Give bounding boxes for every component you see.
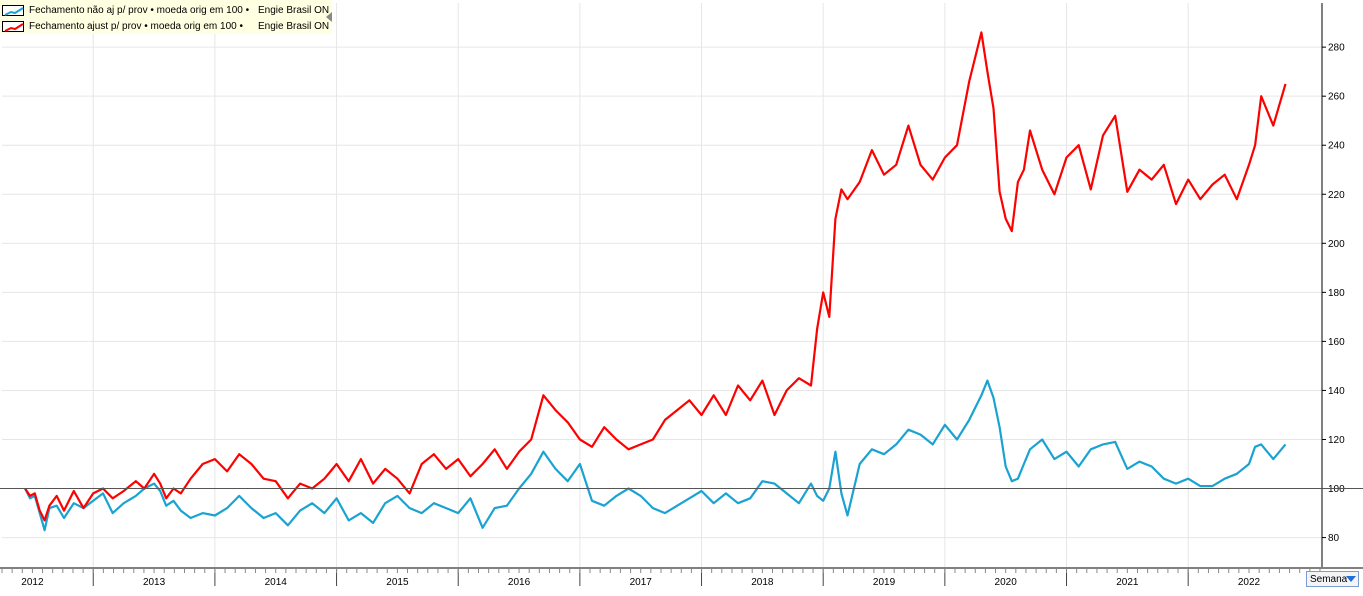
x-tick-label: 2013 bbox=[143, 577, 166, 588]
red-line-chart-icon bbox=[2, 21, 24, 32]
y-tick-label: 240 bbox=[1328, 141, 1345, 152]
y-tick-label: 280 bbox=[1328, 43, 1345, 54]
legend-entry-adjusted[interactable]: Fechamento ajust p/ prov • moeda orig em… bbox=[2, 19, 332, 34]
legend-series-mode: ajust p/ prov • moeda orig em 100 • bbox=[87, 21, 243, 32]
y-tick-label: 160 bbox=[1328, 337, 1345, 348]
x-tick-label: 2022 bbox=[1238, 577, 1261, 588]
x-tick-label: 2020 bbox=[995, 577, 1018, 588]
y-tick-label: 220 bbox=[1328, 190, 1345, 201]
y-tick-label: 260 bbox=[1328, 92, 1345, 103]
chevron-down-icon bbox=[1346, 576, 1356, 582]
axes: 80 100 120 140 160 180 200 220 240 260 280 2012 2013… bbox=[0, 3, 1363, 588]
legend-series-name: Fechamento bbox=[29, 21, 85, 32]
x-tick-label: 2018 bbox=[751, 577, 774, 588]
legend-entry-unadjusted[interactable]: Fechamento não aj p/ prov • moeda orig e… bbox=[2, 3, 332, 18]
x-tick-label: 2015 bbox=[386, 577, 409, 588]
x-tick-label: 2017 bbox=[630, 577, 653, 588]
legend-series-mode: não aj p/ prov • moeda orig em 100 • bbox=[87, 5, 250, 16]
series-layer bbox=[24, 31, 1287, 532]
x-tick-label: 2012 bbox=[21, 577, 44, 588]
y-tick-label: 180 bbox=[1328, 288, 1345, 299]
period-select[interactable]: Semana bbox=[1306, 571, 1359, 587]
grid-lines bbox=[2, 3, 1322, 567]
y-tick-label: 200 bbox=[1328, 239, 1345, 250]
series-line-unadjusted bbox=[24, 379, 1287, 532]
y-tick-label: 120 bbox=[1328, 435, 1345, 446]
blue-line-chart-icon bbox=[2, 5, 24, 16]
x-tick-label: 2016 bbox=[508, 577, 531, 588]
legend-series-asset: Engie Brasil ON bbox=[258, 21, 330, 32]
x-tick-label: 2014 bbox=[265, 577, 288, 588]
period-select-value: Semana bbox=[1310, 573, 1348, 585]
collapse-legend-icon[interactable] bbox=[326, 12, 332, 22]
series-line-adjusted bbox=[24, 31, 1287, 522]
x-tick-label: 2021 bbox=[1116, 577, 1139, 588]
y-tick-label: 100 bbox=[1328, 484, 1345, 495]
legend-series-asset: Engie Brasil ON bbox=[258, 5, 330, 16]
y-tick-label: 80 bbox=[1328, 533, 1340, 544]
y-tick-label: 140 bbox=[1328, 386, 1345, 397]
x-tick-label: 2019 bbox=[873, 577, 896, 588]
legend-series-name: Fechamento bbox=[29, 5, 85, 16]
chart-legend: Fechamento não aj p/ prov • moeda orig e… bbox=[0, 0, 332, 34]
